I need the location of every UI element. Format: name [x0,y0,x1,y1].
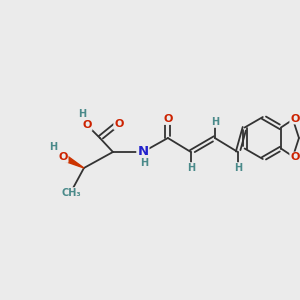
Text: O: O [82,120,92,130]
Text: H: H [49,142,57,152]
Text: H: H [78,109,86,119]
Text: O: O [114,119,124,129]
Text: O: O [163,114,172,124]
Text: CH₃: CH₃ [61,188,81,198]
Text: O: O [290,152,300,163]
Text: H: H [187,163,195,173]
Text: H: H [234,163,242,173]
Text: N: N [137,146,148,158]
Polygon shape [61,154,84,168]
Text: O: O [290,113,300,124]
Text: H: H [211,117,219,127]
Text: O: O [58,152,68,162]
Text: H: H [140,158,148,168]
